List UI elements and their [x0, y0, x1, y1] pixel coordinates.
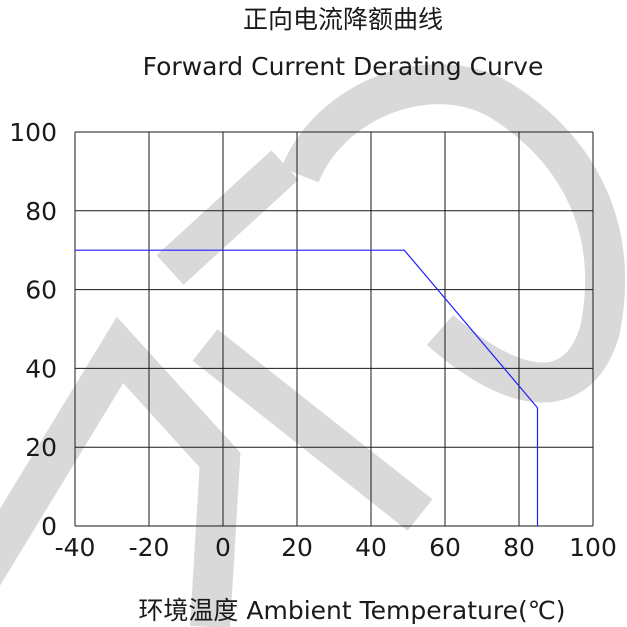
watermark-letter-t [156, 150, 433, 531]
watermark-logo [0, 64, 626, 627]
x-tick-label: 20 [281, 533, 313, 562]
x-axis-label: 环境温度 Ambient Temperature(℃) [138, 596, 565, 625]
x-axis-ticks: -40 -20 0 20 40 60 80 100 [55, 533, 617, 562]
y-tick-label: 0 [41, 512, 57, 541]
y-tick-label: 20 [25, 433, 57, 462]
y-tick-label: 80 [25, 197, 57, 226]
series-line-0 [75, 249, 539, 526]
x-tick-label: 100 [569, 533, 617, 562]
plot-grid [74, 131, 594, 527]
watermark-letter-d [0, 316, 241, 627]
series-group [75, 249, 539, 526]
y-tick-label: 60 [25, 276, 57, 305]
x-tick-label: 60 [429, 533, 461, 562]
chart-subtitle: Forward Current Derating Curve [143, 52, 544, 81]
x-tick-label: 0 [215, 533, 231, 562]
y-tick-label: 40 [25, 354, 57, 383]
chart-title: 正向电流降额曲线 [243, 5, 443, 34]
watermark-letter-o [281, 64, 626, 403]
y-tick-label: 100 [9, 118, 57, 147]
y-axis-ticks: 100 80 60 40 20 0 [9, 118, 57, 541]
x-tick-label: -40 [55, 533, 96, 562]
x-tick-label: 80 [503, 533, 535, 562]
x-tick-label: 40 [355, 533, 387, 562]
x-tick-label: -20 [129, 533, 170, 562]
